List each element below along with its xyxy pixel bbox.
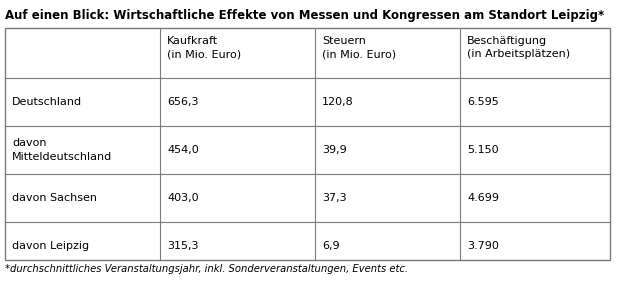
Text: Deutschland: Deutschland xyxy=(12,97,82,107)
Text: 403,0: 403,0 xyxy=(167,193,198,203)
Text: 4.699: 4.699 xyxy=(467,193,499,203)
Text: 656,3: 656,3 xyxy=(167,97,198,107)
Text: 5.150: 5.150 xyxy=(467,145,498,155)
Bar xyxy=(5,28,610,260)
Text: Auf einen Blick: Wirtschaftliche Effekte von Messen und Kongressen am Standort L: Auf einen Blick: Wirtschaftliche Effekte… xyxy=(5,9,604,22)
Text: 315,3: 315,3 xyxy=(167,241,198,251)
Text: 39,9: 39,9 xyxy=(322,145,347,155)
Text: 454,0: 454,0 xyxy=(167,145,199,155)
Text: Beschäftigung
(in Arbeitsplätzen): Beschäftigung (in Arbeitsplätzen) xyxy=(467,36,570,59)
Text: 3.790: 3.790 xyxy=(467,241,499,251)
Text: 120,8: 120,8 xyxy=(322,97,354,107)
Text: Steuern
(in Mio. Euro): Steuern (in Mio. Euro) xyxy=(322,36,396,59)
Text: davon Sachsen: davon Sachsen xyxy=(12,193,97,203)
Text: davon
Mitteldeutschland: davon Mitteldeutschland xyxy=(12,138,112,162)
Text: *durchschnittliches Veranstaltungsjahr, inkl. Sonderveranstaltungen, Events etc.: *durchschnittliches Veranstaltungsjahr, … xyxy=(5,264,408,274)
Text: 37,3: 37,3 xyxy=(322,193,347,203)
Text: davon Leipzig: davon Leipzig xyxy=(12,241,89,251)
Text: 6,9: 6,9 xyxy=(322,241,340,251)
Text: 6.595: 6.595 xyxy=(467,97,498,107)
Text: Kaufkraft
(in Mio. Euro): Kaufkraft (in Mio. Euro) xyxy=(167,36,241,59)
